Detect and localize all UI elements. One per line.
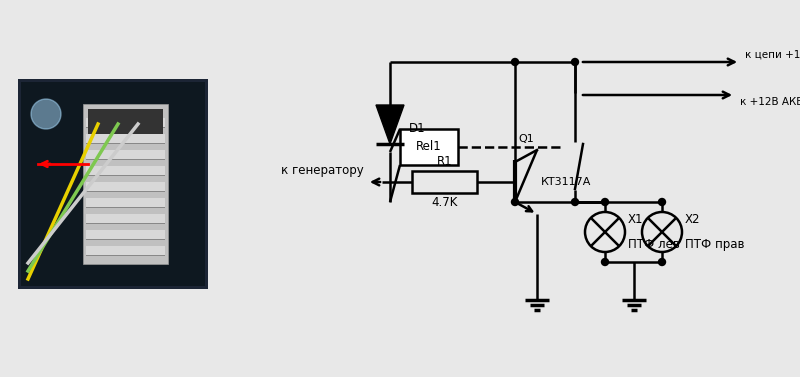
- Polygon shape: [376, 105, 404, 144]
- Text: к генератору: к генератору: [282, 164, 364, 177]
- Bar: [86, 255, 165, 256]
- Text: ПТФ прав: ПТФ прав: [685, 238, 745, 251]
- Text: 4.7K: 4.7K: [431, 196, 458, 209]
- Bar: [88, 109, 163, 134]
- Circle shape: [658, 199, 666, 205]
- Bar: [86, 230, 165, 240]
- Circle shape: [602, 259, 609, 265]
- Bar: [86, 182, 165, 192]
- Bar: [86, 150, 165, 160]
- Bar: [86, 159, 165, 160]
- Bar: [86, 191, 165, 192]
- Bar: [86, 118, 165, 128]
- Bar: [86, 134, 165, 144]
- Text: X2: X2: [685, 213, 701, 226]
- Text: X1: X1: [628, 213, 643, 226]
- Text: R1: R1: [437, 155, 452, 168]
- Bar: [18, 79, 208, 289]
- Text: ПТФ лев: ПТФ лев: [628, 238, 680, 251]
- Bar: [86, 239, 165, 240]
- Bar: [86, 214, 165, 224]
- Text: Rel1: Rel1: [416, 141, 442, 153]
- Bar: [86, 143, 165, 144]
- Bar: [86, 198, 165, 208]
- Bar: [86, 246, 165, 256]
- Circle shape: [511, 199, 518, 205]
- Bar: [86, 175, 165, 176]
- Circle shape: [658, 259, 666, 265]
- Text: КТ3117А: КТ3117А: [541, 177, 591, 187]
- Bar: [412, 171, 477, 193]
- Bar: [86, 223, 165, 224]
- Bar: [83, 104, 168, 264]
- Bar: [86, 127, 165, 128]
- Text: к цепи +12В ламп габаритов: к цепи +12В ламп габаритов: [745, 50, 800, 60]
- Circle shape: [31, 99, 61, 129]
- Circle shape: [511, 58, 518, 66]
- Bar: [21, 82, 205, 286]
- Bar: [400, 129, 458, 165]
- Text: D1: D1: [409, 122, 426, 135]
- Circle shape: [602, 199, 609, 205]
- Circle shape: [571, 199, 578, 205]
- Bar: [86, 166, 165, 176]
- Text: к +12В АКБ через предохранитель: к +12В АКБ через предохранитель: [740, 97, 800, 107]
- Bar: [86, 207, 165, 208]
- Circle shape: [571, 58, 578, 66]
- Text: Q1: Q1: [518, 134, 534, 144]
